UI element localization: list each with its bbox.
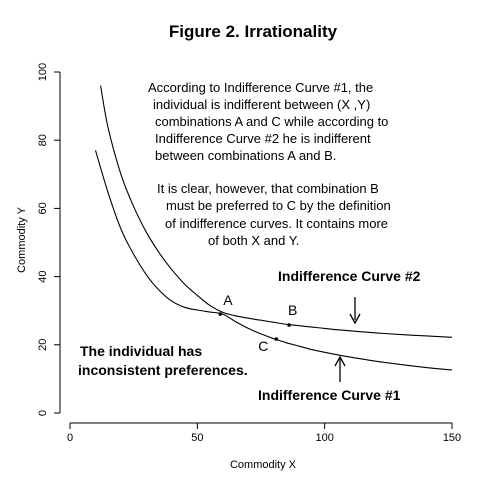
points-layer: A B C [218,292,297,354]
x-tick-label: 50 [191,432,203,444]
y-tick-label: 40 [37,270,49,282]
y-tick-label: 0 [37,410,49,416]
note1-line-2: individual is indifferent between (X ,Y) [153,97,370,112]
point-b [287,323,291,327]
curve2-arrow-head [349,313,361,325]
point-c [274,337,279,341]
x-axis-label: Commodity X [230,459,297,471]
x-tick-label: 0 [67,432,73,444]
inconsistent-line-2: inconsistent preferences. [78,362,248,378]
y-tick-label: 60 [37,202,49,214]
note1-line-3: combinations A and C while according to [155,114,388,129]
inconsistent-line-1: The individual has [80,343,202,359]
series-line-2 [94,150,453,371]
y-axis-label: Commodity Y [16,206,28,272]
x-tick-label: 100 [315,432,333,444]
note1-line-5: between combinations A and B. [155,148,336,163]
x-tick-label: 150 [443,432,461,444]
y-tick-label: 20 [37,339,49,351]
note1-line-4: Indifference Curve #2 he is indifferent [155,131,371,146]
note1-line-1: According to Indifference Curve #1, the [148,80,373,95]
x-axis-ticks: 0 50 100 150 [67,423,461,444]
point-b-label: B [288,302,297,318]
curve2-label: Indifference Curve #2 [278,268,421,284]
y-tick-label: 80 [37,134,49,146]
point-c-label: C [258,338,268,354]
note2-line-3: of indifference curves. It contains more [165,216,388,231]
curve1-label: Indifference Curve #1 [258,387,401,403]
note2-line-1: It is clear, however, that combination B [157,181,379,196]
note2-line-4: of both X and Y. [208,233,299,248]
chart-title: Figure 2. Irrationality [169,22,338,41]
y-axis-ticks: 0 20 40 60 80 100 [37,63,60,416]
note2-line-2: must be preferred to C by the definition [166,198,391,213]
curve1-arrow-head [334,355,346,367]
point-a-label: A [223,292,233,308]
y-tick-label: 100 [37,63,49,81]
series-layer [94,85,453,371]
point-a [218,312,223,316]
series-line-1 [100,85,453,338]
